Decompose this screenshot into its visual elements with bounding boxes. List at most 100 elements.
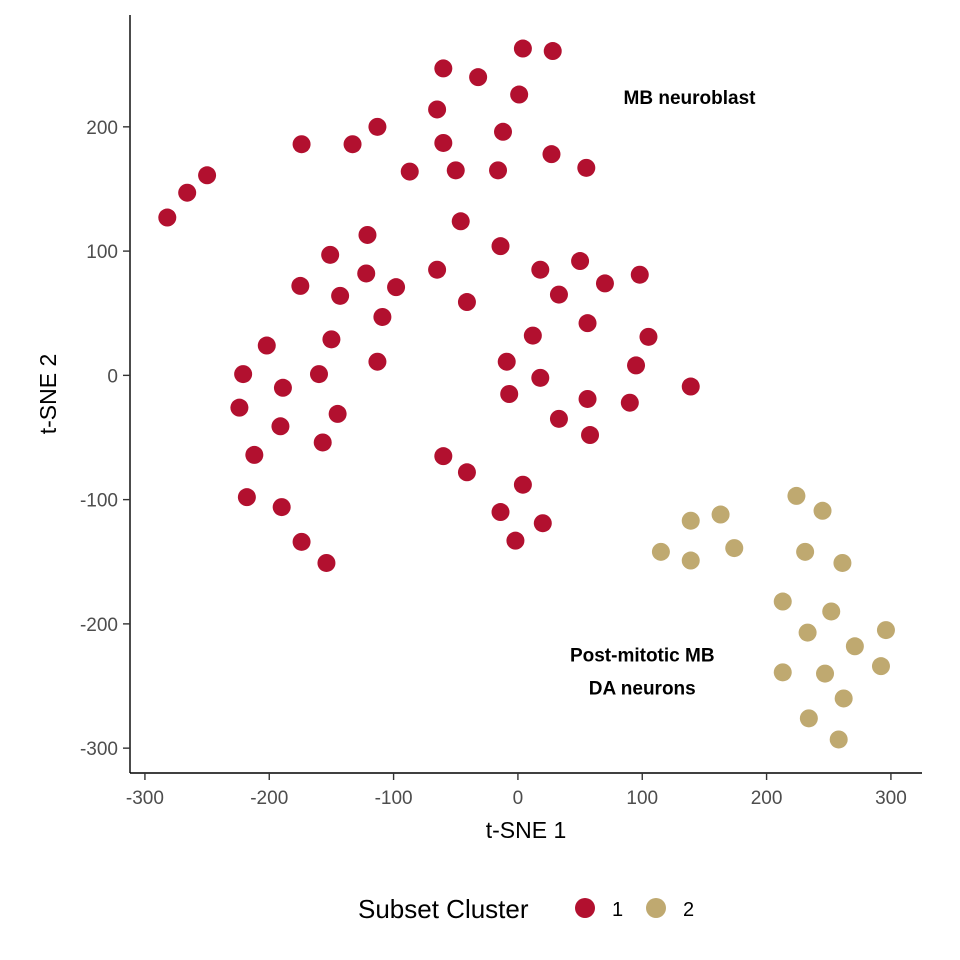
point-cluster-1 <box>331 286 350 305</box>
point-cluster-1 <box>234 365 253 384</box>
point-cluster-1 <box>343 135 362 154</box>
point-cluster-2 <box>681 551 700 570</box>
y-tick-label: -100 <box>80 491 118 512</box>
point-cluster-1 <box>400 162 419 181</box>
legend-title: Subset Cluster <box>358 894 529 924</box>
point-cluster-1 <box>428 260 447 279</box>
annotation-label: MB neuroblast <box>624 88 757 109</box>
point-cluster-1 <box>368 117 387 136</box>
point-cluster-1 <box>500 385 519 403</box>
point-cluster-1 <box>581 426 600 445</box>
point-cluster-1 <box>434 59 453 78</box>
point-cluster-1 <box>531 260 550 279</box>
point-cluster-1 <box>571 252 590 271</box>
y-tick-label: 100 <box>86 242 118 263</box>
point-cluster-2 <box>773 592 792 611</box>
point-cluster-1 <box>451 212 470 231</box>
point-cluster-2 <box>796 542 815 561</box>
legend-key-2 <box>646 898 666 918</box>
point-cluster-2 <box>829 730 848 749</box>
point-cluster-1 <box>313 433 332 452</box>
point-cluster-1 <box>627 356 646 375</box>
point-cluster-1 <box>578 314 597 333</box>
legend-key-1 <box>575 898 595 918</box>
point-cluster-1 <box>309 365 328 384</box>
point-cluster-1 <box>513 475 532 494</box>
x-tick-label: 0 <box>513 788 524 809</box>
point-cluster-1 <box>291 276 310 295</box>
x-tick-label: -200 <box>250 788 288 809</box>
point-cluster-1 <box>489 161 508 180</box>
point-cluster-1 <box>428 100 447 119</box>
point-cluster-1 <box>358 225 377 244</box>
point-cluster-2 <box>876 621 895 640</box>
point-cluster-1 <box>595 274 614 293</box>
point-cluster-2 <box>813 501 832 520</box>
point-cluster-2 <box>799 709 818 728</box>
point-cluster-1 <box>373 307 392 326</box>
annotation-label: DA neurons <box>589 679 696 700</box>
point-cluster-1 <box>158 208 177 227</box>
point-cluster-2 <box>711 505 730 524</box>
point-cluster-1 <box>457 293 476 312</box>
x-tick-label: -100 <box>375 788 413 809</box>
point-cluster-1 <box>292 532 311 551</box>
point-cluster-1 <box>257 336 276 355</box>
point-cluster-1 <box>368 352 387 371</box>
point-cluster-2 <box>725 539 744 558</box>
x-axis-title: t-SNE 1 <box>486 817 567 843</box>
point-cluster-2 <box>816 664 835 683</box>
point-cluster-1 <box>271 417 290 436</box>
points-layer <box>158 39 895 749</box>
point-cluster-1 <box>328 404 347 423</box>
point-cluster-1 <box>434 133 453 152</box>
point-cluster-1 <box>491 503 510 522</box>
y-tick-label: -300 <box>80 739 118 760</box>
x-tick-label: 200 <box>751 788 783 809</box>
x-tick-label: -300 <box>126 788 164 809</box>
point-cluster-1 <box>543 42 562 61</box>
point-cluster-1 <box>531 368 550 387</box>
point-cluster-2 <box>681 511 700 530</box>
point-cluster-1 <box>542 145 561 164</box>
point-cluster-2 <box>833 553 852 572</box>
point-cluster-1 <box>620 393 639 412</box>
point-cluster-1 <box>387 278 406 297</box>
point-cluster-2 <box>834 689 853 708</box>
point-cluster-1 <box>630 265 649 284</box>
y-axis-title: t-SNE 2 <box>35 354 61 435</box>
annotation-layer: MB neuroblast Post-mitotic MB DA neurons <box>570 88 756 700</box>
point-cluster-2 <box>871 657 890 676</box>
point-cluster-1 <box>434 447 453 466</box>
point-cluster-1 <box>178 183 197 202</box>
y-tick-label: -200 <box>80 615 118 636</box>
point-cluster-2 <box>787 486 806 505</box>
y-tick-label: 0 <box>107 366 118 387</box>
x-tick-label: 100 <box>626 788 658 809</box>
point-cluster-1 <box>446 161 465 180</box>
point-cluster-1 <box>493 122 512 141</box>
ticks-layer: -300 -200 -100 0 100 200 300 -300 -200 -100 0 100 20… <box>80 118 907 809</box>
point-cluster-1 <box>317 553 336 572</box>
y-tick-label: 200 <box>86 118 118 139</box>
point-cluster-2 <box>845 637 864 656</box>
point-cluster-1 <box>510 85 529 104</box>
point-cluster-1 <box>198 166 217 185</box>
point-cluster-1 <box>322 330 341 349</box>
point-cluster-1 <box>506 531 525 550</box>
point-cluster-1 <box>230 398 249 417</box>
point-cluster-1 <box>577 158 596 177</box>
point-cluster-1 <box>469 68 488 87</box>
legend-label-1: 1 <box>612 899 623 921</box>
legend-label-2: 2 <box>683 899 694 921</box>
point-cluster-2 <box>651 542 670 561</box>
point-cluster-1 <box>321 245 340 264</box>
point-cluster-1 <box>457 463 476 482</box>
point-cluster-1 <box>497 352 516 371</box>
point-cluster-1 <box>681 377 700 396</box>
legend: Subset Cluster 1 2 <box>358 894 694 924</box>
point-cluster-1 <box>513 39 532 58</box>
x-tick-label: 300 <box>875 788 907 809</box>
point-cluster-2 <box>822 602 841 621</box>
